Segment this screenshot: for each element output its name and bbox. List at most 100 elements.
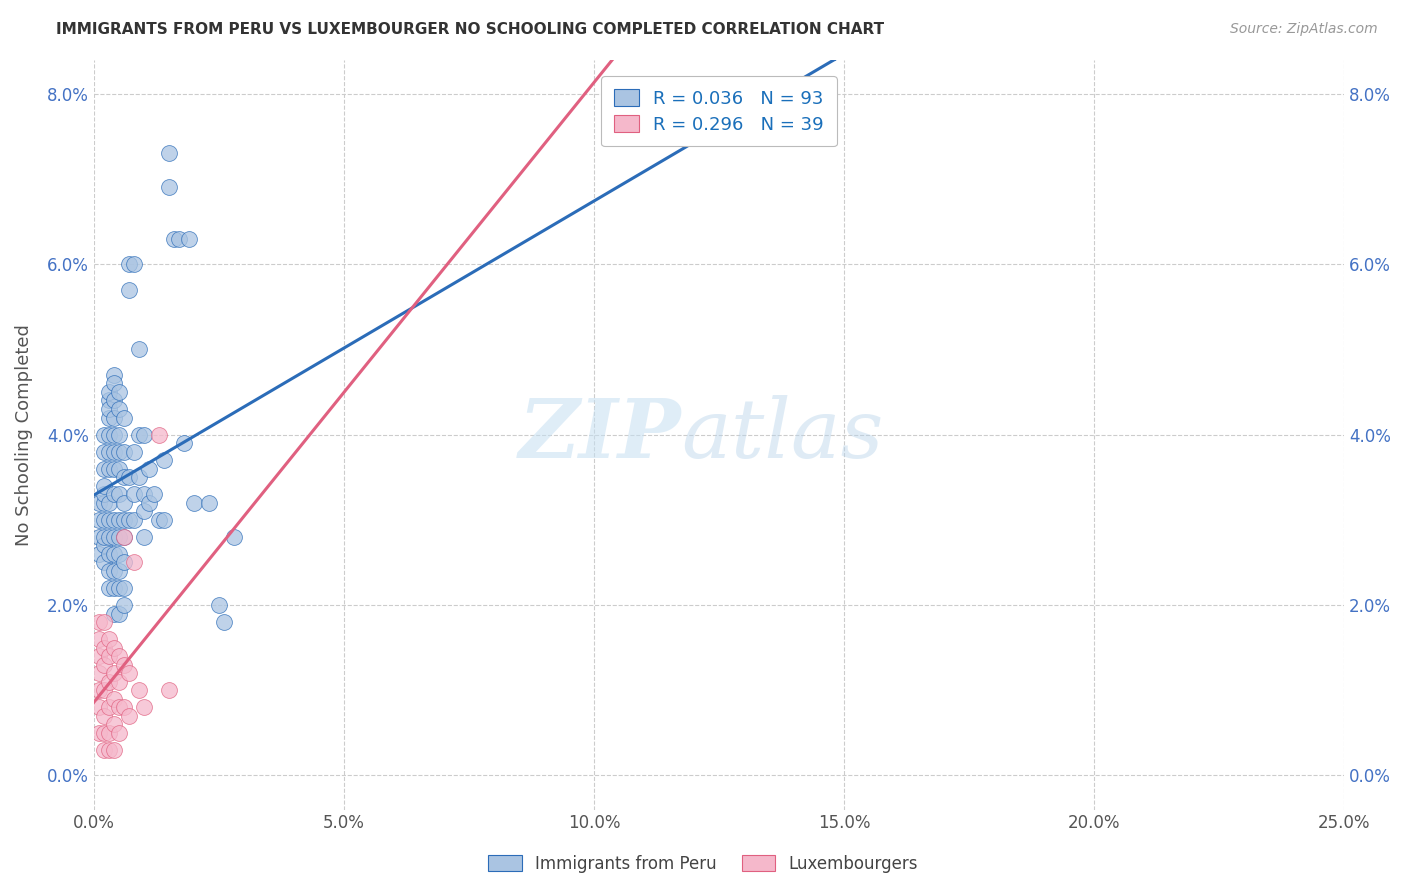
Point <box>112 581 135 595</box>
Point <box>132 487 155 501</box>
Point <box>107 487 129 501</box>
Point <box>87 632 110 646</box>
Point <box>128 343 150 357</box>
Point <box>177 231 200 245</box>
Point <box>93 708 115 723</box>
Point <box>97 564 120 578</box>
Point <box>122 513 145 527</box>
Point <box>107 564 129 578</box>
Point <box>103 717 125 731</box>
Point <box>132 700 155 714</box>
Point <box>97 393 120 408</box>
Point <box>103 513 125 527</box>
Point <box>97 674 120 689</box>
Point <box>97 726 120 740</box>
Point <box>93 427 115 442</box>
Point <box>118 666 141 681</box>
Point <box>93 743 115 757</box>
Point <box>148 427 170 442</box>
Point <box>97 581 120 595</box>
Point <box>97 632 120 646</box>
Point <box>103 410 125 425</box>
Point <box>118 513 141 527</box>
Text: atlas: atlas <box>682 394 884 475</box>
Point <box>97 700 120 714</box>
Point <box>122 444 145 458</box>
Point <box>212 615 235 629</box>
Point <box>93 555 115 569</box>
Y-axis label: No Schooling Completed: No Schooling Completed <box>15 324 32 546</box>
Point <box>97 402 120 417</box>
Point <box>132 427 155 442</box>
Point <box>173 436 195 450</box>
Point <box>132 530 155 544</box>
Point <box>118 470 141 484</box>
Point <box>93 657 115 672</box>
Point <box>93 496 115 510</box>
Point <box>148 513 170 527</box>
Point <box>167 231 190 245</box>
Point <box>97 496 120 510</box>
Point <box>93 683 115 698</box>
Point <box>107 547 129 561</box>
Point <box>107 461 129 475</box>
Point <box>103 444 125 458</box>
Point <box>152 453 174 467</box>
Point <box>103 547 125 561</box>
Point <box>97 410 120 425</box>
Point <box>93 444 115 458</box>
Point <box>93 513 115 527</box>
Point <box>97 649 120 664</box>
Point <box>142 487 165 501</box>
Point <box>107 700 129 714</box>
Text: ZIP: ZIP <box>519 394 682 475</box>
Point <box>112 598 135 612</box>
Point <box>97 444 120 458</box>
Point <box>107 649 129 664</box>
Point <box>103 743 125 757</box>
Point <box>112 657 135 672</box>
Point <box>112 530 135 544</box>
Point <box>87 666 110 681</box>
Point <box>183 496 205 510</box>
Point <box>132 504 155 518</box>
Point <box>93 726 115 740</box>
Point <box>103 666 125 681</box>
Point <box>163 231 186 245</box>
Point <box>97 547 120 561</box>
Point <box>97 743 120 757</box>
Point <box>87 726 110 740</box>
Point <box>93 538 115 552</box>
Point <box>97 384 120 399</box>
Point <box>152 513 174 527</box>
Legend: R = 0.036   N = 93, R = 0.296   N = 39: R = 0.036 N = 93, R = 0.296 N = 39 <box>602 76 837 146</box>
Point <box>112 513 135 527</box>
Point <box>103 564 125 578</box>
Point <box>138 461 160 475</box>
Point <box>112 700 135 714</box>
Point <box>87 530 110 544</box>
Point <box>107 513 129 527</box>
Point <box>122 257 145 271</box>
Point <box>93 615 115 629</box>
Point <box>87 547 110 561</box>
Point <box>112 410 135 425</box>
Point <box>112 470 135 484</box>
Point <box>122 555 145 569</box>
Point <box>103 368 125 382</box>
Point <box>157 683 180 698</box>
Point <box>157 146 180 161</box>
Point <box>222 530 245 544</box>
Point <box>103 581 125 595</box>
Point <box>107 427 129 442</box>
Point <box>103 530 125 544</box>
Point <box>97 427 120 442</box>
Point <box>87 700 110 714</box>
Point <box>118 283 141 297</box>
Point <box>87 649 110 664</box>
Point <box>93 640 115 655</box>
Point <box>103 691 125 706</box>
Point <box>103 427 125 442</box>
Point <box>107 674 129 689</box>
Point <box>103 640 125 655</box>
